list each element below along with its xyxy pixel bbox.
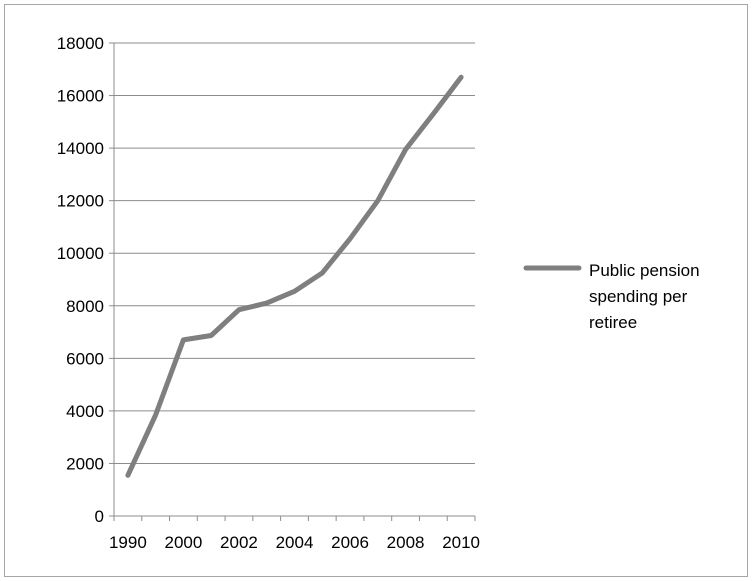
x-tick-label: 2002	[220, 533, 258, 552]
y-tick-label: 4000	[66, 402, 104, 421]
legend: Public pension spending per retiree	[523, 261, 700, 332]
x-tick-label: 2010	[442, 533, 480, 552]
y-axis-tick-labels: 0 2000 4000 6000 8000 10000 12000 14000 16000 180…	[57, 34, 104, 526]
y-tick-label: 0	[95, 507, 104, 526]
x-tick-label: 1990	[109, 533, 147, 552]
y-tick-label: 2000	[66, 454, 104, 473]
x-tick-label: 2008	[387, 533, 425, 552]
y-tick-label: 8000	[66, 297, 104, 316]
y-tick-label: 16000	[57, 87, 104, 106]
y-tick-label: 14000	[57, 139, 104, 158]
y-tick-label: 12000	[57, 192, 104, 211]
gridlines	[109, 42, 475, 517]
series-lines	[125, 74, 464, 478]
series-line-1	[125, 74, 464, 478]
x-tick-label: 2004	[276, 533, 314, 552]
x-tick-label: 2000	[165, 533, 203, 552]
y-tick-label: 10000	[57, 244, 104, 263]
x-tick-label: 2006	[331, 533, 369, 552]
chart-area: 0 2000 4000 6000 8000 10000 12000 14000 16000 180…	[4, 4, 748, 577]
y-tick-label: 18000	[57, 34, 104, 53]
axes	[113, 43, 476, 521]
y-tick-label: 6000	[66, 349, 104, 368]
line-chart: 0 2000 4000 6000 8000 10000 12000 14000 16000 180…	[57, 34, 700, 552]
x-axis-tick-labels: 1990 2000 2002 2004 2006 2008 2010	[109, 533, 480, 552]
legend-label-series-1: Public pension spending per retiree	[589, 261, 700, 332]
